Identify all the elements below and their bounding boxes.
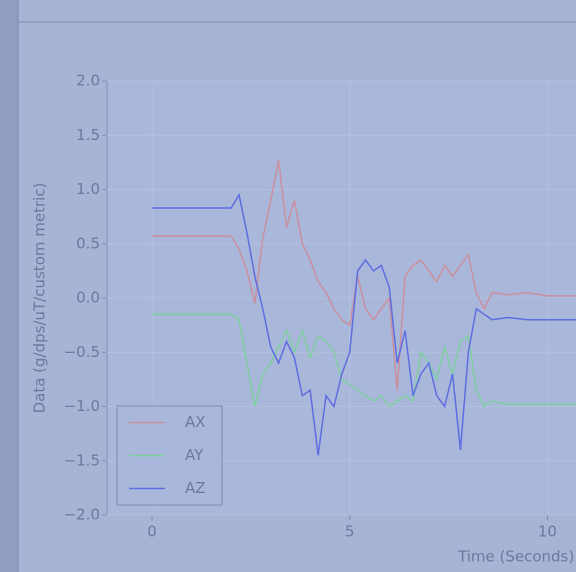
x-tick-label: 5 [345,523,355,541]
x-tick-label: 0 [147,523,157,541]
legend-label: AX [185,413,206,431]
data-line [152,313,576,408]
left-strip [0,0,18,572]
data-line [152,192,576,456]
y-tick-label: −0.5 [64,343,100,361]
legend-label: AY [185,446,204,464]
y-tick-label: 0.0 [76,289,100,307]
y-axis-label: Data (g/dps/uT/custom metric) [31,183,49,414]
y-tick-label: 1.0 [76,180,100,198]
y-tick-label: 1.5 [76,126,100,144]
data-line [152,160,576,391]
legend-label: AZ [185,479,206,497]
y-tick-label: 0.5 [76,234,100,252]
y-tick-label: −2.0 [64,506,100,524]
x-tick-label: 10 [538,523,557,541]
y-tick-label: 2.0 [76,72,100,90]
y-tick-label: −1.5 [64,451,100,469]
x-axis-label: Time (Seconds) [457,548,574,566]
y-tick-label: −1.0 [64,397,100,415]
